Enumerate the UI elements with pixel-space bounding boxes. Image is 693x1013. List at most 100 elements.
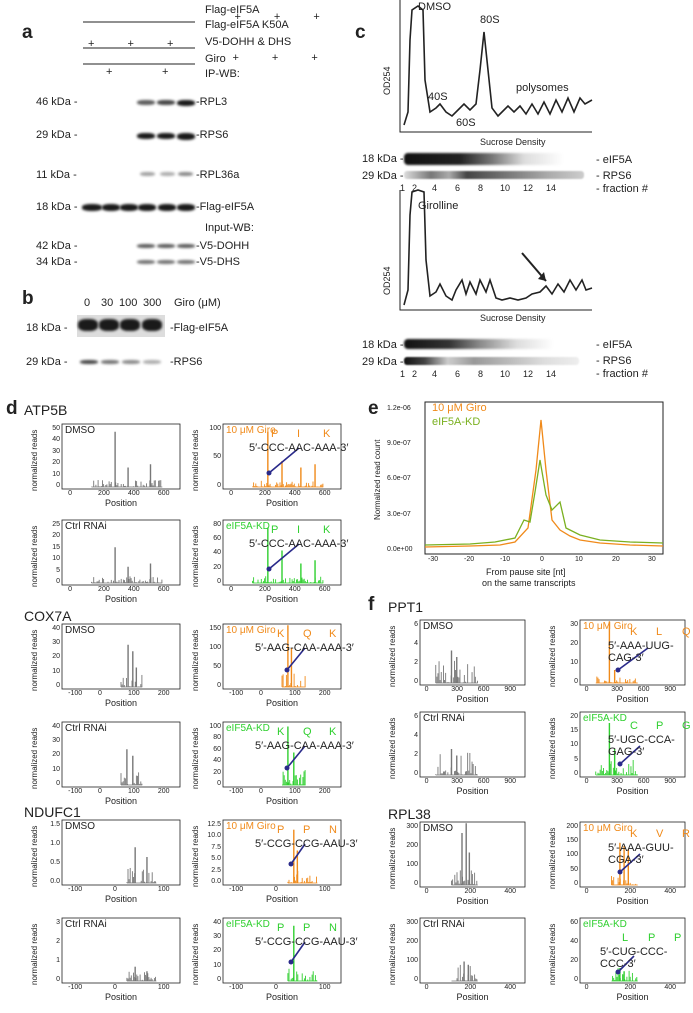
cox7a-dmso-xtick: 200 [157, 690, 170, 697]
atp5b-kd-xtick: 400 [288, 586, 301, 593]
e-chart [424, 401, 664, 555]
frac-10-bot: 10 [500, 369, 511, 379]
ndufc1-ctrl-ytick: 1 [56, 956, 60, 964]
cox7a-ctrl-ytick: 20 [52, 751, 60, 759]
atp5b-kd-ylabel: normalized reads [191, 525, 200, 587]
ppt1-giro-aa-0: K [630, 626, 638, 638]
band-rpl3: -RPL3 [196, 96, 228, 108]
rpl38-kd-xtick: 0 [584, 984, 589, 991]
cox7a-giro-xtick: 100 [288, 690, 301, 697]
atp5b-dmso-xtick: 400 [127, 490, 140, 497]
cox7a-kd-ylabel: normalized reads [191, 727, 200, 789]
ppt1-kd-xtick: 900 [664, 778, 677, 785]
rpl38-giro-xtick: 0 [584, 888, 589, 895]
frac-12-bot: 12 [523, 369, 534, 379]
cox7a-dmso-xlabel: Position [105, 698, 138, 708]
ndufc1-kd [222, 917, 342, 984]
ppt1-dmso-ytick: 2 [414, 658, 418, 666]
e-xlabel-1: From pause site [nt] [486, 567, 566, 577]
cox7a-kd-xtick: -100 [229, 788, 244, 795]
cox7a-dmso-ytick: 30 [52, 639, 60, 647]
atp5b-kd-ytick: 20 [213, 563, 221, 571]
c-band-rps6-bot: - RPS6 [596, 355, 632, 367]
cox7a-kd-aa-1: Q [303, 726, 312, 738]
atp5b-ctrl-condition: Ctrl RNAi [65, 521, 107, 532]
cox7a-kd-aa-2: K [329, 726, 337, 738]
atp5b-ctrl-xtick: 200 [98, 586, 110, 593]
c-band-eif5a-top: - eIF5A [596, 154, 633, 166]
ppt1-kd-xtick: 300 [611, 778, 623, 785]
gene-rpl38: RPL38 [388, 806, 431, 822]
atp5b-kd-ytick: 0 [217, 578, 221, 585]
ppt1-dmso-xtick: 300 [451, 686, 463, 693]
c-marker-29-top: 29 kDa - [362, 170, 404, 182]
atp5b-giro-xtick: 400 [288, 490, 301, 497]
ppt1-giro-xtick: 900 [664, 686, 677, 693]
ndufc1-kd-xtick: -100 [229, 984, 244, 991]
panel-label-f: f [368, 594, 375, 615]
atp5b-kd-aa-1: I [297, 524, 301, 536]
atp5b-giro-condition: 10 μM Giro [226, 425, 276, 436]
ndufc1-kd-ytick: 10 [213, 961, 221, 969]
ppt1-kd-ytick: 15 [570, 727, 578, 735]
cox7a-kd-ytick: 100 [209, 722, 221, 730]
ndufc1-ctrl-ytick: 2 [56, 937, 60, 945]
atp5b-ctrl-ytick: 5 [56, 566, 60, 574]
ppt1-kd-xlabel: Position [616, 786, 649, 796]
ndufc1-ctrl-xtick: -100 [68, 984, 83, 991]
ppt1-ctrl-ytick: 0 [414, 770, 418, 777]
cox7a-giro-ylabel: normalized reads [191, 629, 200, 691]
cox7a-dmso-ylabel: normalized reads [30, 629, 39, 691]
dose-label: Giro (μM) [174, 297, 221, 309]
ppt1-giro-seq: 5′-AAA-UUG-CAG-3′ [608, 640, 674, 664]
rpl38-giro-ylabel: normalized reads [548, 827, 557, 889]
cox7a-giro-aa-2: K [329, 628, 337, 640]
band-v5-dohh: -V5-DOHH [196, 240, 250, 252]
ndufc1-ctrl-ylabel: normalized reads [30, 923, 39, 985]
atp5b-ctrl-xtick: 400 [127, 586, 140, 593]
atp5b-ctrl [61, 519, 181, 586]
e-ytick-3: 9.0e-07 [387, 440, 411, 447]
cox7a-kd-ytick: 40 [213, 757, 221, 765]
ppt1-dmso-ytick: 0 [414, 678, 418, 685]
atp5b-kd-xtick: 200 [259, 586, 271, 593]
gene-ndufc1: NDUFC1 [24, 804, 81, 820]
cox7a-ctrl-ytick: 0 [56, 780, 60, 787]
cox7a-ctrl [61, 721, 181, 788]
e-xlabel-2: on the same transcripts [482, 578, 576, 588]
e-ytick-4: 1.2e-06 [387, 405, 411, 412]
cox7a-ctrl-xtick: -100 [68, 788, 83, 795]
rpl38-kd-condition: eIF5A-KD [583, 919, 627, 930]
atp5b-ctrl-xlabel: Position [105, 594, 138, 604]
ndufc1-kd-aa-2: N [329, 922, 337, 934]
ppt1-giro [579, 619, 686, 686]
ppt1-kd-xtick: 600 [637, 778, 650, 785]
cox7a-kd-ytick: 60 [213, 745, 221, 753]
atp5b-kd-aa-2: K [323, 524, 331, 536]
rpl38-kd-ylabel: normalized reads [548, 923, 557, 985]
c-marker-18-bot: 18 kDa - [362, 339, 404, 351]
marker-18: 18 kDa - [36, 201, 78, 213]
b-marker-18: 18 kDa - [26, 322, 68, 334]
c-band-fraction-bot: - fraction # [596, 368, 648, 380]
ndufc1-giro-aa-2: N [329, 824, 337, 836]
atp5b-giro-aa-1: I [297, 428, 301, 440]
rpl38-giro-ytick: 100 [566, 851, 578, 859]
gene-cox7a: COX7A [24, 608, 72, 624]
c-band-rps6-top: - RPS6 [596, 170, 632, 182]
atp5b-giro-xtick: 0 [229, 490, 234, 497]
ndufc1-kd-ytick: 0 [217, 976, 221, 983]
rpl38-ctrl-ylabel: normalized reads [388, 923, 397, 985]
marker-42: 42 kDa - [36, 240, 78, 252]
row-flag-k50a: Flag-eIF5A K50A [205, 19, 289, 31]
marker-34: 34 kDa - [36, 256, 78, 268]
band-v5-dhs: -V5-DHS [196, 256, 241, 268]
cox7a-ctrl-xtick: 0 [98, 788, 102, 795]
ndufc1-ctrl-xtick: 100 [157, 984, 170, 991]
ndufc1-giro-condition: 10 μM Giro [226, 821, 276, 832]
ppt1-giro-ytick: 20 [570, 639, 578, 647]
rpl38-dmso-ytick: 200 [406, 841, 418, 849]
rpl38-ctrl-ytick: 200 [406, 937, 418, 945]
ppt1-ctrl-ylabel: normalized reads [388, 717, 397, 779]
panel-label-a: a [22, 22, 33, 43]
